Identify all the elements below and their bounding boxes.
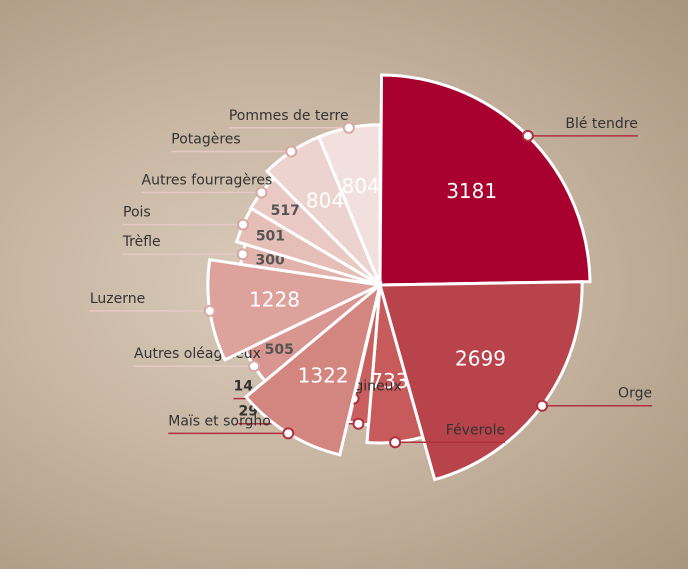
category-label: Autres fourragères: [142, 172, 273, 188]
category-label: Luzerne: [90, 291, 145, 307]
category-name: Maïs et sorgho: [168, 413, 271, 429]
leader-dot: [249, 361, 259, 371]
category-name: Trèfle: [122, 234, 161, 250]
slice: [380, 282, 582, 480]
category-label: Orge: [618, 386, 652, 402]
leader-dot: [286, 147, 296, 157]
value-label: 804: [306, 189, 344, 213]
category-label: Blé tendre: [565, 116, 637, 132]
leader-dot: [283, 428, 293, 438]
value-label: 517: [271, 203, 300, 219]
category-name: Potagères: [171, 132, 240, 148]
category-label: Trèfle: [122, 234, 161, 250]
value-label: 501: [256, 229, 285, 245]
value-label: 1228: [249, 288, 300, 312]
leader-dot: [390, 437, 400, 447]
category-label: Potagères: [171, 132, 240, 148]
leader-dot: [205, 306, 215, 316]
leader-dot: [257, 187, 267, 197]
leader-dot: [238, 220, 248, 230]
category-name: Féverole: [446, 422, 505, 438]
category-name: Autres fourragères: [142, 172, 273, 188]
category-name: Orge: [618, 386, 652, 402]
category-name: Pois: [123, 205, 151, 221]
value-label: 505: [265, 342, 294, 358]
category-name: Blé tendre: [565, 116, 637, 132]
leader-dot: [353, 419, 363, 429]
value-label: 3181: [446, 179, 497, 203]
leader-dot: [537, 401, 547, 411]
category-label: Pois: [123, 205, 151, 221]
leader-dot: [344, 123, 354, 133]
leader-dot: [523, 131, 533, 141]
value-label: 2699: [455, 346, 506, 370]
value-label: 804: [342, 174, 380, 198]
category-name: Pommes de terre: [229, 108, 349, 124]
page: 15Betterave sucrière3181Blé tendre2699Or…: [0, 0, 688, 569]
category-label: Féverole: [446, 422, 505, 438]
category-name: Luzerne: [90, 291, 145, 307]
category-label: Pommes de terre: [229, 108, 349, 124]
category-label: Maïs et sorgho: [168, 413, 271, 429]
leader-dot: [238, 249, 248, 259]
chart: 15Betterave sucrière3181Blé tendre2699Or…: [0, 0, 688, 569]
value-label: 1322: [298, 364, 349, 388]
